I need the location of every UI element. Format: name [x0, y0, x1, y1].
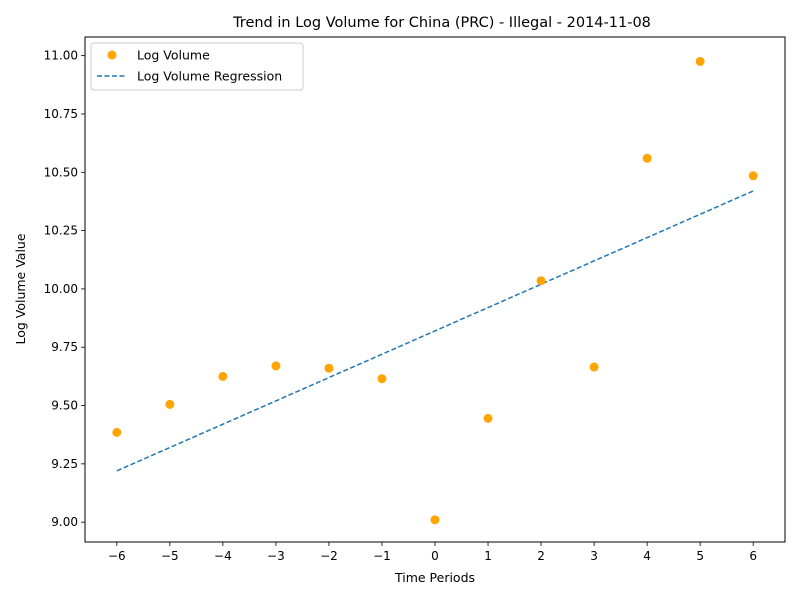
y-tick-label: 9.00: [51, 515, 78, 529]
scatter-point: [165, 399, 175, 409]
y-axis: 9.00 9.25 9.50 9.75 10.00 10.25 10.50 10.75 11.0…: [44, 49, 85, 529]
x-tick-label: −5: [161, 549, 179, 563]
scatter-point: [748, 171, 758, 181]
scatter-point: [483, 413, 493, 423]
x-axis: −6 −5 −4 −3 −2 −1 0 1 2 3 4 5 6: [108, 542, 757, 563]
y-tick-label: 9.25: [51, 457, 78, 471]
x-tick-label: 2: [537, 549, 545, 563]
x-tick-label: 6: [749, 549, 757, 563]
y-tick-label: 11.00: [44, 49, 78, 63]
legend-box: [90, 42, 304, 91]
scatter-point: [430, 515, 440, 525]
y-tick-label: 9.75: [51, 340, 78, 354]
x-tick-label: 5: [696, 549, 704, 563]
scatter-point: [695, 56, 705, 66]
legend-marker-log-volume: [107, 50, 117, 60]
scatter-point: [112, 427, 122, 437]
x-tick-label: −6: [108, 549, 126, 563]
y-axis-label: Log Volume Value: [13, 233, 28, 344]
y-tick-label: 9.50: [51, 399, 78, 413]
chart-title: Trend in Log Volume for China (PRC) - Il…: [232, 15, 651, 31]
legend-label-log-volume: Log Volume: [137, 48, 210, 63]
scatter-point: [324, 363, 334, 373]
legend-label-regression: Log Volume Regression: [137, 69, 282, 84]
y-tick-label: 10.00: [44, 282, 78, 296]
x-tick-label: −1: [373, 549, 391, 563]
x-tick-label: 4: [643, 549, 651, 563]
scatter-point: [218, 371, 228, 381]
x-tick-label: 1: [484, 549, 492, 563]
scatter-point: [271, 361, 281, 371]
plot-frame: [84, 36, 786, 543]
x-tick-label: −2: [320, 549, 338, 563]
scatter-point: [642, 153, 652, 163]
series-layer: [112, 56, 758, 525]
scatter-point: [377, 374, 387, 384]
scatter-point: [589, 362, 599, 372]
x-tick-label: −3: [267, 549, 285, 563]
scatter-point: [536, 276, 546, 286]
y-tick-label: 10.25: [44, 224, 78, 238]
x-axis-label: Time Periods: [394, 570, 475, 585]
x-tick-label: 0: [431, 549, 439, 563]
x-tick-label: 3: [590, 549, 598, 563]
y-tick-label: 10.75: [44, 107, 78, 121]
regression-line: [116, 190, 754, 472]
x-tick-label: −4: [214, 549, 232, 563]
legend: Log Volume Log Volume Regression: [90, 42, 304, 91]
y-tick-label: 10.50: [44, 165, 78, 179]
